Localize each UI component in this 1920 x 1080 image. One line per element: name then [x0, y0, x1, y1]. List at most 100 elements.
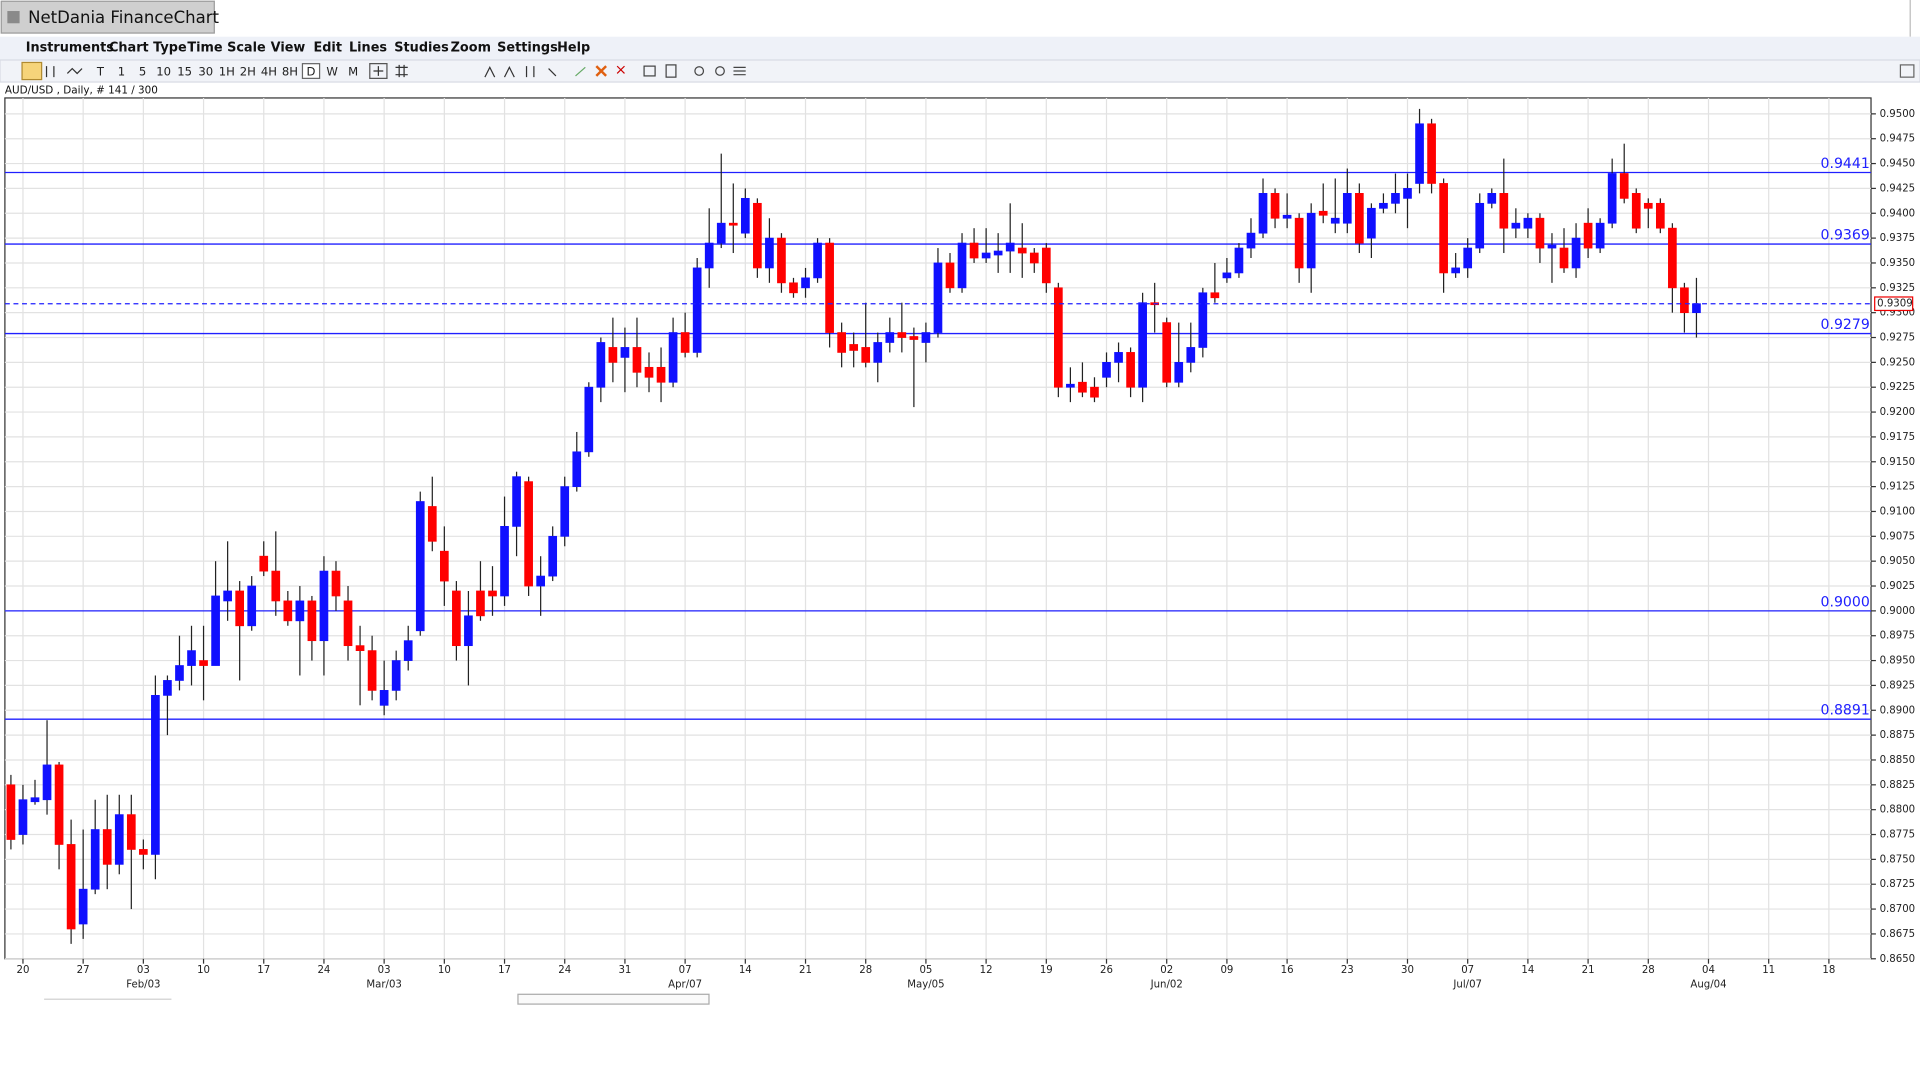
- y-tick-label: 0.8975: [1880, 631, 1916, 642]
- period-button[interactable]: 1H: [219, 65, 235, 79]
- period-button[interactable]: 30: [198, 65, 213, 79]
- menu-item[interactable]: Settings: [497, 40, 558, 55]
- candle-body: [1607, 173, 1617, 224]
- candle-body: [175, 665, 184, 681]
- last-price-box: [1874, 296, 1914, 312]
- period-button[interactable]: 8H: [282, 65, 298, 79]
- period-button[interactable]: 1: [118, 65, 125, 79]
- y-tick-label: 0.9475: [1880, 134, 1916, 145]
- candle-body: [1294, 217, 1304, 269]
- candle-body: [1547, 244, 1557, 249]
- candle-body: [391, 660, 401, 691]
- period-button[interactable]: 4H: [261, 65, 277, 79]
- candle-body: [1066, 383, 1075, 388]
- preview[interactable]: [665, 64, 677, 78]
- delete-tool[interactable]: [595, 65, 607, 77]
- candle-body: [1174, 361, 1184, 383]
- y-tick-label: 0.9275: [1880, 333, 1916, 344]
- chart-info: AUD/USD , Daily, # 141 / 300: [5, 85, 158, 97]
- candle-body: [500, 526, 509, 597]
- menu-item[interactable]: Lines: [349, 40, 387, 55]
- y-tick-label: 0.9025: [1880, 581, 1916, 592]
- menu-item[interactable]: Instruments: [26, 40, 115, 55]
- zoom-fit[interactable]: [733, 66, 746, 76]
- x-tick-label: 12: [980, 965, 993, 976]
- menu-item[interactable]: Edit: [313, 40, 342, 55]
- menu-item[interactable]: Time Scale: [187, 40, 266, 55]
- candle-button[interactable]: [21, 61, 43, 81]
- menu-item[interactable]: Studies: [394, 40, 449, 55]
- candle-body: [1234, 247, 1244, 274]
- grid-icons[interactable]: [373, 64, 408, 78]
- scrollbar[interactable]: [517, 993, 710, 1005]
- candle-body: [644, 366, 654, 378]
- y-tick-label: 0.9175: [1880, 432, 1916, 443]
- y-tick-label: 0.8650: [1880, 954, 1916, 965]
- candle-body: [512, 476, 521, 527]
- candle-body: [1692, 303, 1701, 314]
- candle-body: [488, 590, 497, 597]
- candle-body: [1005, 242, 1015, 252]
- level-label: 0.9441: [1821, 156, 1870, 172]
- x-tick-label: 21: [1582, 965, 1595, 976]
- candle-body: [464, 615, 473, 647]
- candle-body: [596, 342, 606, 388]
- zoom-in[interactable]: [694, 66, 705, 76]
- zoom-out[interactable]: [715, 66, 725, 76]
- period-button[interactable]: 5: [139, 65, 146, 79]
- level-label: 0.9369: [1821, 228, 1870, 244]
- candle-body: [271, 570, 281, 602]
- candle-body: [1511, 222, 1521, 229]
- period-button[interactable]: 15: [177, 65, 192, 79]
- candle-body: [897, 332, 907, 338]
- crosshair-button[interactable]: [369, 63, 388, 79]
- period-button[interactable]: M: [348, 65, 358, 79]
- y-tick-label: 0.8800: [1880, 805, 1916, 816]
- chart-type-icons[interactable]: [45, 66, 83, 78]
- menu-item[interactable]: Zoom: [451, 40, 491, 55]
- x-tick-label: 24: [558, 965, 571, 976]
- period-button[interactable]: D: [307, 65, 316, 79]
- candle-body: [524, 481, 533, 587]
- x-tick-label: 10: [197, 965, 210, 976]
- chart: 0.8650 0.8675 0.8700 0.8725 0.8750 0.8775 0.88…: [4, 97, 1916, 990]
- y-tick-label: 0.9075: [1880, 531, 1916, 542]
- period-button[interactable]: T: [96, 65, 105, 79]
- candle-body: [1499, 193, 1509, 229]
- period-button[interactable]: 10: [156, 65, 171, 79]
- candle-body: [728, 222, 738, 226]
- candle-body: [1668, 227, 1677, 289]
- candle-body: [1595, 222, 1605, 249]
- candle-body: [1379, 202, 1388, 209]
- candle-body: [403, 640, 413, 661]
- menu-item[interactable]: Help: [557, 40, 590, 55]
- y-tick-label: 0.8725: [1880, 879, 1916, 890]
- candle-body: [1451, 267, 1460, 274]
- candle-body: [1330, 217, 1340, 224]
- candle-body: [1246, 232, 1256, 249]
- candle-body: [993, 250, 1003, 256]
- candle-body: [295, 600, 305, 622]
- candle-body: [765, 237, 774, 269]
- draw-tool[interactable]: [575, 66, 586, 77]
- candle-body: [90, 829, 100, 890]
- candle-body: [680, 332, 690, 353]
- candle-body: [66, 844, 76, 930]
- delete-all[interactable]: [616, 65, 625, 74]
- candle-body: [1114, 352, 1123, 363]
- app-tab[interactable]: [0, 0, 215, 34]
- print[interactable]: [643, 65, 656, 77]
- y-tick-label: 0.9250: [1880, 357, 1916, 368]
- line-tools[interactable]: [484, 65, 557, 78]
- candle-body: [632, 347, 642, 373]
- candle-body: [1427, 123, 1436, 184]
- settings-corner[interactable]: [1899, 64, 1915, 78]
- x-tick-label: 24: [317, 965, 330, 976]
- toolbar: [0, 59, 1920, 83]
- menu-item[interactable]: View: [271, 40, 306, 55]
- period-button[interactable]: 2H: [240, 65, 256, 79]
- period-button[interactable]: W: [326, 65, 338, 79]
- candle-body: [656, 366, 666, 383]
- candle-body: [1126, 352, 1135, 388]
- menu-item[interactable]: Chart Type: [109, 40, 187, 55]
